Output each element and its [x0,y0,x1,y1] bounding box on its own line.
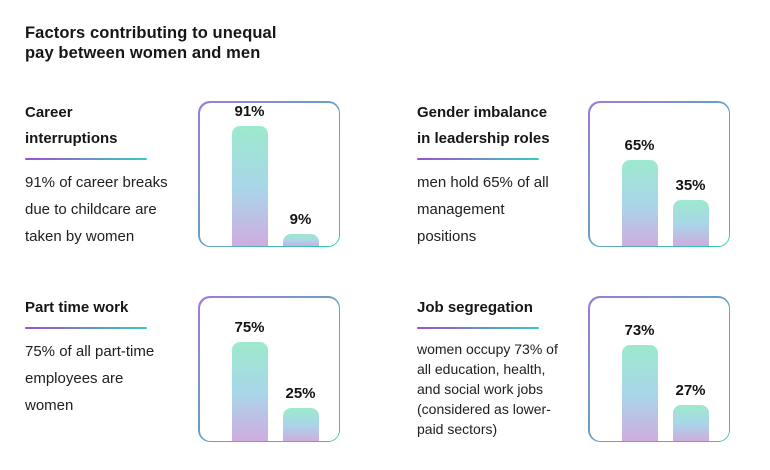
panel-heading: Part time work [25,299,129,316]
bar-value-label: 91% [234,102,265,120]
gradient-underline [417,327,539,329]
bars-group: 91% 9% [200,103,339,246]
bar-chart-gender-imbalance: 65% 35% [588,101,730,247]
panel-body: women occupy 73% of all education, healt… [417,341,558,437]
bar-chart-career-interruptions: 91% 9% [198,101,340,247]
gradient-underline [417,158,539,160]
bar-column: 65% [617,137,663,246]
bars-group: 73% 27% [590,322,729,441]
bars-group: 65% 35% [590,137,729,246]
bar [672,404,709,441]
bar [672,199,709,246]
panel-body: men hold 65% of all management positions [417,174,549,245]
bar-value-label: 27% [675,381,706,399]
panel-heading: Career interruptions [25,104,118,147]
page-title: Factors contributing to unequal pay betw… [25,24,277,62]
panel-text-career-interruptions: Career interruptions 91% of career break… [25,100,195,250]
panel-text-part-time-work: Part time work 75% of all part-time empl… [25,295,195,419]
bar [621,159,658,246]
gradient-underline [25,327,147,329]
gradient-underline [25,158,147,160]
bar-column: 91% [227,103,273,246]
panel-heading: Gender imbalance in leadership roles [417,104,550,147]
panel-body: 91% of career breaks due to childcare ar… [25,174,168,245]
bar [282,407,319,441]
bar-column: 73% [617,322,663,441]
bar [231,341,268,441]
chart-area: 75% 25% [199,297,339,441]
bar-value-label: 35% [675,176,706,194]
bar-column: 27% [668,382,714,441]
bar-value-label: 25% [285,384,316,402]
chart-area: 91% 9% [199,102,339,246]
bar [231,125,268,246]
chart-area: 65% 35% [589,102,729,246]
panel-heading: Job segregation [417,299,533,316]
bar-chart-part-time-work: 75% 25% [198,296,340,442]
bar-chart-job-segregation: 73% 27% [588,296,730,442]
bar-value-label: 73% [624,321,655,339]
panel-text-gender-imbalance: Gender imbalance in leadership roles men… [417,100,587,250]
bar-column: 35% [668,177,714,246]
bar-value-label: 75% [234,318,265,336]
panel-text-job-segregation: Job segregation women occupy 73% of all … [417,295,587,439]
bar-column: 9% [278,211,324,246]
bar-value-label: 65% [624,136,655,154]
panel-body: 75% of all part-time employees are women [25,343,155,414]
bar-column: 25% [278,385,324,441]
bars-group: 75% 25% [200,319,339,441]
bar [621,344,658,441]
chart-area: 73% 27% [589,297,729,441]
bar [282,233,319,246]
bar-column: 75% [227,319,273,441]
bar-value-label: 9% [289,210,312,228]
